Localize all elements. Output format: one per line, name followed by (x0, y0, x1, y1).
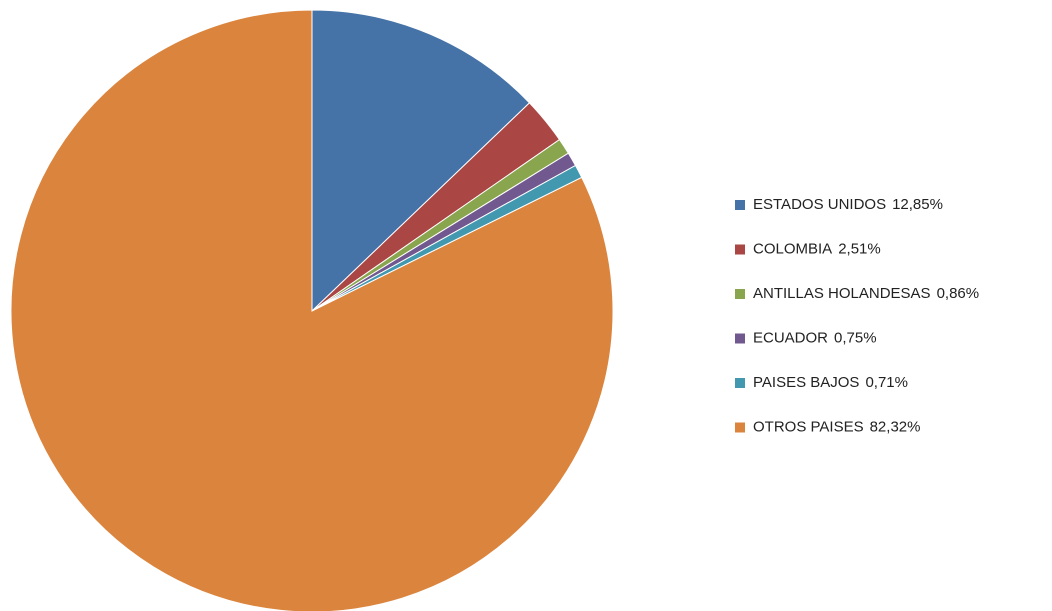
pie-slice (311, 9, 531, 313)
legend-swatch (735, 244, 745, 255)
legend-label: ESTADOS UNIDOS 12,85% (753, 196, 943, 213)
legend-value: 0,75% (834, 329, 877, 346)
legend-name: COLOMBIA (753, 240, 832, 257)
legend-value: 2,51% (838, 240, 881, 257)
legend-name: ECUADOR (753, 329, 828, 346)
legend-label: PAISES BAJOS 0,71% (753, 374, 908, 391)
legend-label: COLOMBIA 2,51% (753, 240, 881, 257)
legend-label: OTROS PAISES 82,32% (753, 418, 920, 435)
legend-label: ECUADOR 0,75% (753, 329, 877, 346)
legend-value: 82,32% (870, 418, 921, 435)
legend-value: 12,85% (892, 196, 943, 213)
legend-swatch (735, 422, 745, 433)
legend-swatch (735, 289, 745, 299)
legend-name: OTROS PAISES (753, 418, 864, 435)
legend-swatch (735, 378, 745, 388)
legend-value: 0,71% (865, 374, 908, 391)
legend-name: ESTADOS UNIDOS (753, 196, 886, 213)
legend-label: ANTILLAS HOLANDESAS 0,86% (753, 285, 979, 302)
legend-swatch (735, 333, 745, 344)
legend-name: ANTILLAS HOLANDESAS (753, 285, 931, 302)
legend-swatch (735, 200, 745, 210)
pie-slice (10, 9, 614, 611)
legend-value: 0,86% (937, 285, 980, 302)
legend-name: PAISES BAJOS (753, 374, 859, 391)
